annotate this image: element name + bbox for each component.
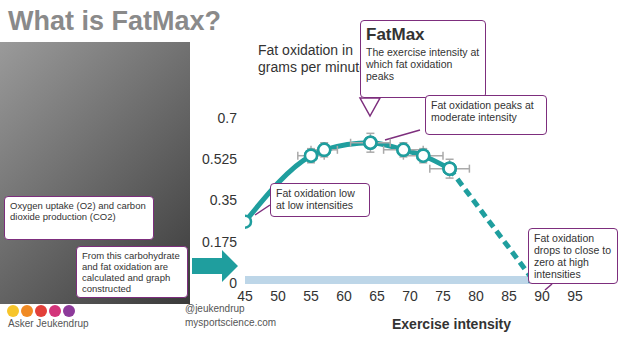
html-text:The exercise intensity at whic: The exercise intensity at which fat oxid… [366,46,480,82]
html-text:@jeukendrup: @jeukendrup [185,303,245,314]
html-text:Fat oxidation peaks at moderat: Fat oxidation peaks at moderate intensit… [431,99,534,123]
svg-text:95: 95 [567,288,583,304]
svg-text:0.175: 0.175 [202,234,237,250]
html-text:Oxygen uptake (O2) and carbon: Oxygen uptake (O2) and carbon dioxide pr… [10,200,146,222]
html-text:mysportscience.com: mysportscience.com [185,317,277,328]
svg-text:0.525: 0.525 [202,151,237,167]
html-text:From this carbohydrate and fat: From this carbohydrate and fat oxidation… [82,250,180,294]
html-text:FatMax: FatMax [366,25,425,44]
svg-text:85: 85 [501,288,517,304]
svg-text:65: 65 [369,288,385,304]
html-text:Exercise intensity: Exercise intensity [392,316,512,332]
svg-text:70: 70 [402,288,418,304]
svg-text:0.35: 0.35 [210,192,237,208]
svg-text:60: 60 [336,288,352,304]
svg-text:0.7: 0.7 [218,110,238,126]
html-text:What is FatMax?: What is FatMax? [8,6,221,36]
html-text:Fat oxidation drops to close t: Fat oxidation drops to close to zero at … [534,232,611,280]
svg-text:50: 50 [270,288,286,304]
svg-text:55: 55 [303,288,319,304]
svg-text:0: 0 [229,275,237,291]
svg-text:75: 75 [435,288,451,304]
svg-text:80: 80 [468,288,484,304]
svg-text:90: 90 [534,288,550,304]
html-text:Fat oxidation in grams per min: Fat oxidation in grams per minute [258,42,367,75]
html-text:Fat oxidation low at low inten: Fat oxidation low at low intensities [276,187,355,211]
html-text:Asker Jeukendrup: Asker Jeukendrup [8,318,89,329]
svg-text:45: 45 [237,288,253,304]
